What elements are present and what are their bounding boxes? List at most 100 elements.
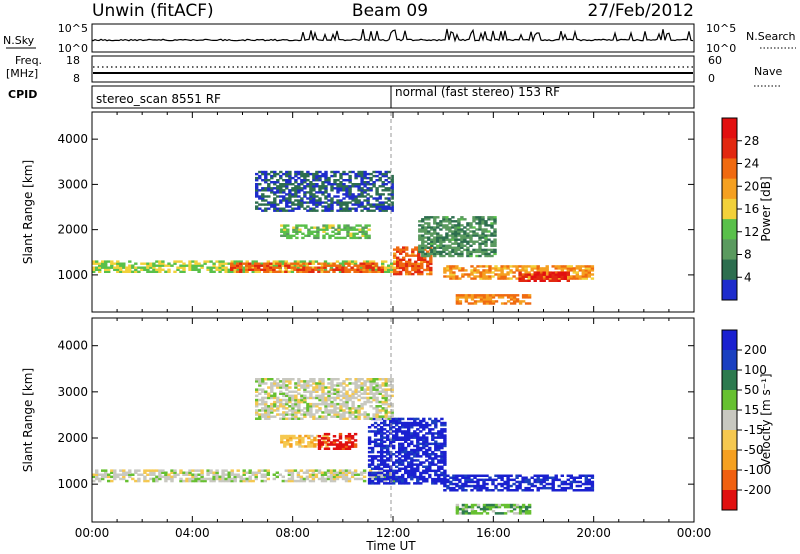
heatmap-cell (116, 473, 120, 476)
heatmap-cell (521, 275, 525, 278)
heatmap-cell (452, 474, 456, 477)
heatmap-cell (454, 250, 458, 254)
heatmap-cell (330, 409, 334, 412)
heatmap-cell (360, 413, 364, 416)
heatmap-cell (360, 384, 364, 387)
heatmap-cell (306, 191, 310, 194)
heatmap-cell (401, 459, 405, 462)
heatmap-cell (101, 477, 105, 481)
heatmap-cell (381, 201, 385, 204)
heatmap-cell (353, 432, 358, 436)
heatmap-cell (587, 267, 591, 270)
heatmap-cell (569, 482, 573, 486)
heatmap-cell (372, 398, 376, 402)
heatmap-cell (339, 398, 343, 402)
heatmap-cell (384, 205, 388, 208)
heatmap-cell (395, 461, 399, 464)
heatmap-cell (575, 489, 579, 492)
heatmap-cell (272, 262, 276, 265)
heatmap-cell (484, 238, 488, 241)
heatmap-cell (329, 262, 334, 265)
heatmap-cell (398, 428, 402, 431)
heatmap-cell (324, 179, 328, 182)
heatmap-cell (411, 254, 415, 257)
heatmap-cell (460, 240, 464, 243)
heatmap-cell (309, 384, 313, 387)
heatmap-cell (347, 264, 351, 267)
heatmap-cell (428, 417, 432, 421)
heatmap-cell (125, 479, 129, 483)
heatmap-cell (557, 273, 561, 276)
heatmap-cell (298, 230, 302, 233)
heatmap-cell (282, 380, 286, 383)
heatmap-cell (176, 473, 180, 476)
heatmap-cell (404, 465, 408, 468)
heatmap-cell (255, 417, 259, 420)
heatmap-cell (300, 179, 304, 182)
heatmap-cell (320, 443, 325, 446)
heatmap-cell (309, 189, 313, 192)
heatmap-cell (307, 234, 311, 237)
heatmap-cell (309, 392, 313, 395)
heatmap-cell (276, 382, 280, 385)
heatmap-cell (285, 407, 289, 410)
heatmap-cell (276, 191, 280, 194)
heatmap-cell (282, 417, 286, 420)
heatmap-cell (221, 262, 225, 265)
heatmap-cell (363, 415, 367, 418)
heatmap-cell (357, 409, 361, 412)
heatmap-cell (390, 176, 394, 180)
heatmap-cell (284, 264, 288, 267)
heatmap-cell (419, 430, 423, 433)
velocity-y-axis-label: Slant Range [km] (21, 368, 35, 472)
heatmap-cell (325, 228, 329, 231)
heatmap-cell (416, 455, 420, 458)
heatmap-cell (515, 505, 520, 509)
heatmap-cell (487, 224, 491, 227)
heatmap-cell (310, 230, 314, 233)
heatmap-cell (362, 266, 366, 269)
heatmap-cell (257, 471, 261, 474)
heatmap-cell (434, 436, 438, 439)
heatmap-cell (335, 439, 340, 442)
heatmap-cell (378, 179, 382, 182)
heatmap-cell (236, 475, 240, 479)
heatmap-cell (372, 392, 376, 395)
heatmap-cell (299, 475, 304, 479)
heatmap-cell (134, 479, 138, 483)
heatmap-cell (101, 473, 105, 476)
heatmap-cell (428, 457, 432, 460)
heatmap-cell (536, 271, 540, 274)
heatmap-cell (326, 477, 331, 481)
heatmap-cell (422, 477, 426, 481)
heatmap-cell (448, 226, 452, 229)
heatmap-cell (454, 226, 458, 229)
heatmap-cell (473, 486, 477, 490)
heatmap-cell (369, 378, 373, 381)
heatmap-cell (428, 432, 432, 435)
heatmap-cell (282, 394, 286, 398)
heatmap-cell (387, 205, 391, 208)
heatmap-cell (429, 260, 433, 263)
heatmap-cell (125, 268, 129, 271)
heatmap-cell (351, 390, 355, 393)
heatmap-cell (221, 473, 225, 476)
heatmap-cell (338, 473, 343, 476)
heatmap-cell (312, 386, 316, 389)
heatmap-cell (110, 264, 114, 267)
heatmap-cell (419, 436, 423, 439)
heatmap-cell (372, 183, 376, 186)
heatmap-cell (285, 197, 289, 200)
heatmap-cell (370, 455, 375, 458)
heatmap-cell (395, 465, 399, 468)
heatmap-cell (269, 270, 273, 273)
heatmap-cell (324, 415, 328, 418)
heatmap-cell (578, 277, 582, 280)
heatmap-cell (384, 189, 388, 192)
heatmap-cell (261, 400, 265, 404)
heatmap-cell (140, 262, 144, 265)
heatmap-cell (355, 228, 359, 231)
heatmap-cell (334, 232, 338, 235)
heatmap-cell (405, 266, 409, 270)
heatmap-cell (421, 244, 425, 247)
